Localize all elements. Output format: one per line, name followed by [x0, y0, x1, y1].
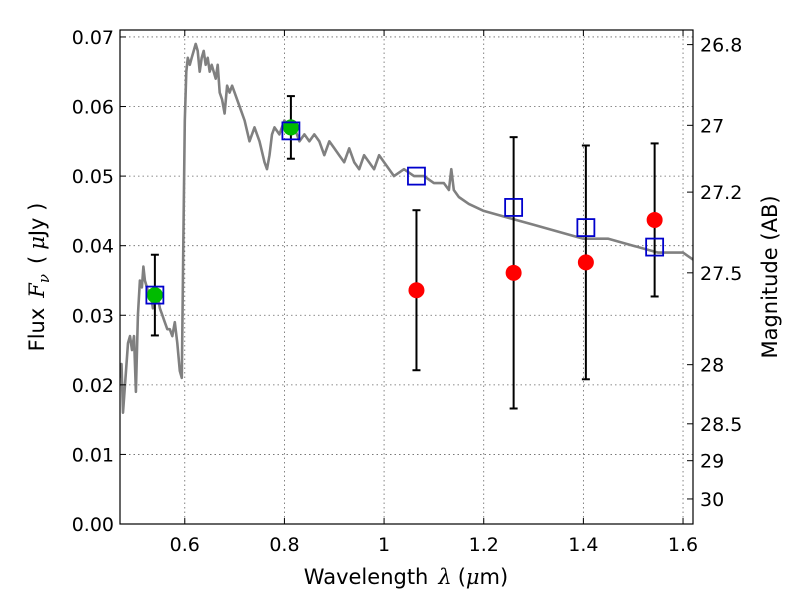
- y-axis-label: FluxFν(μJy ): [25, 203, 53, 352]
- axis-ticks: 0.6 0.8 1 1.2 1.4 1.6 0.00 0.01 0.02 0.03 0.04 0.05…: [72, 27, 743, 556]
- y2-tick-label: 26.8: [700, 35, 742, 57]
- y-tick-label: 0.01: [72, 444, 114, 466]
- model-magnitude-square: [576, 218, 596, 238]
- green-data-point: [146, 287, 163, 304]
- model-magnitude-square: [281, 121, 301, 141]
- y-tick-label: 0.02: [72, 375, 114, 397]
- red-data-point: [577, 254, 594, 271]
- x-tick-label: 0.8: [269, 534, 299, 556]
- y-tick-label: 0.04: [72, 236, 114, 258]
- model-sed-line: [120, 42, 693, 414]
- y-tick-label: 0.00: [72, 514, 114, 536]
- green-data-point: [282, 119, 299, 136]
- red-data-point: [505, 264, 522, 281]
- y2-tick-label: 30: [700, 489, 724, 511]
- y2-tick-label: 27: [700, 115, 724, 137]
- x-tick-label: 1.6: [668, 534, 698, 556]
- x-axis-label: Wavelength λ (μm): [304, 565, 508, 589]
- red-data-point: [408, 282, 425, 299]
- y2-tick-label: 28.5: [700, 414, 742, 436]
- model-magnitude-square: [145, 285, 165, 305]
- y2-tick-label: 28: [700, 355, 724, 377]
- y-tick-label: 0.06: [72, 97, 114, 119]
- plot-frame: [119, 29, 694, 525]
- y2-axis-label: Magnitude (AB): [758, 195, 782, 358]
- y2-tick-label: 27.2: [700, 182, 742, 204]
- x-tick-label: 0.6: [170, 534, 200, 556]
- y2-tick-label: 29: [700, 451, 724, 473]
- x-tick-label: 1.2: [469, 534, 499, 556]
- model-magnitude-square: [504, 198, 524, 217]
- y-tick-label: 0.03: [72, 305, 114, 327]
- y-tick-label: 0.07: [72, 27, 114, 49]
- red-data-point: [646, 211, 663, 228]
- y2-tick-label: 27.5: [700, 263, 742, 285]
- x-tick-label: 1: [378, 534, 390, 556]
- x-tick-label: 1.4: [568, 534, 598, 556]
- plot-area: [120, 42, 693, 414]
- y-tick-label: 0.05: [72, 166, 114, 188]
- model-magnitude-square: [407, 166, 426, 186]
- model-magnitude-square: [645, 237, 665, 257]
